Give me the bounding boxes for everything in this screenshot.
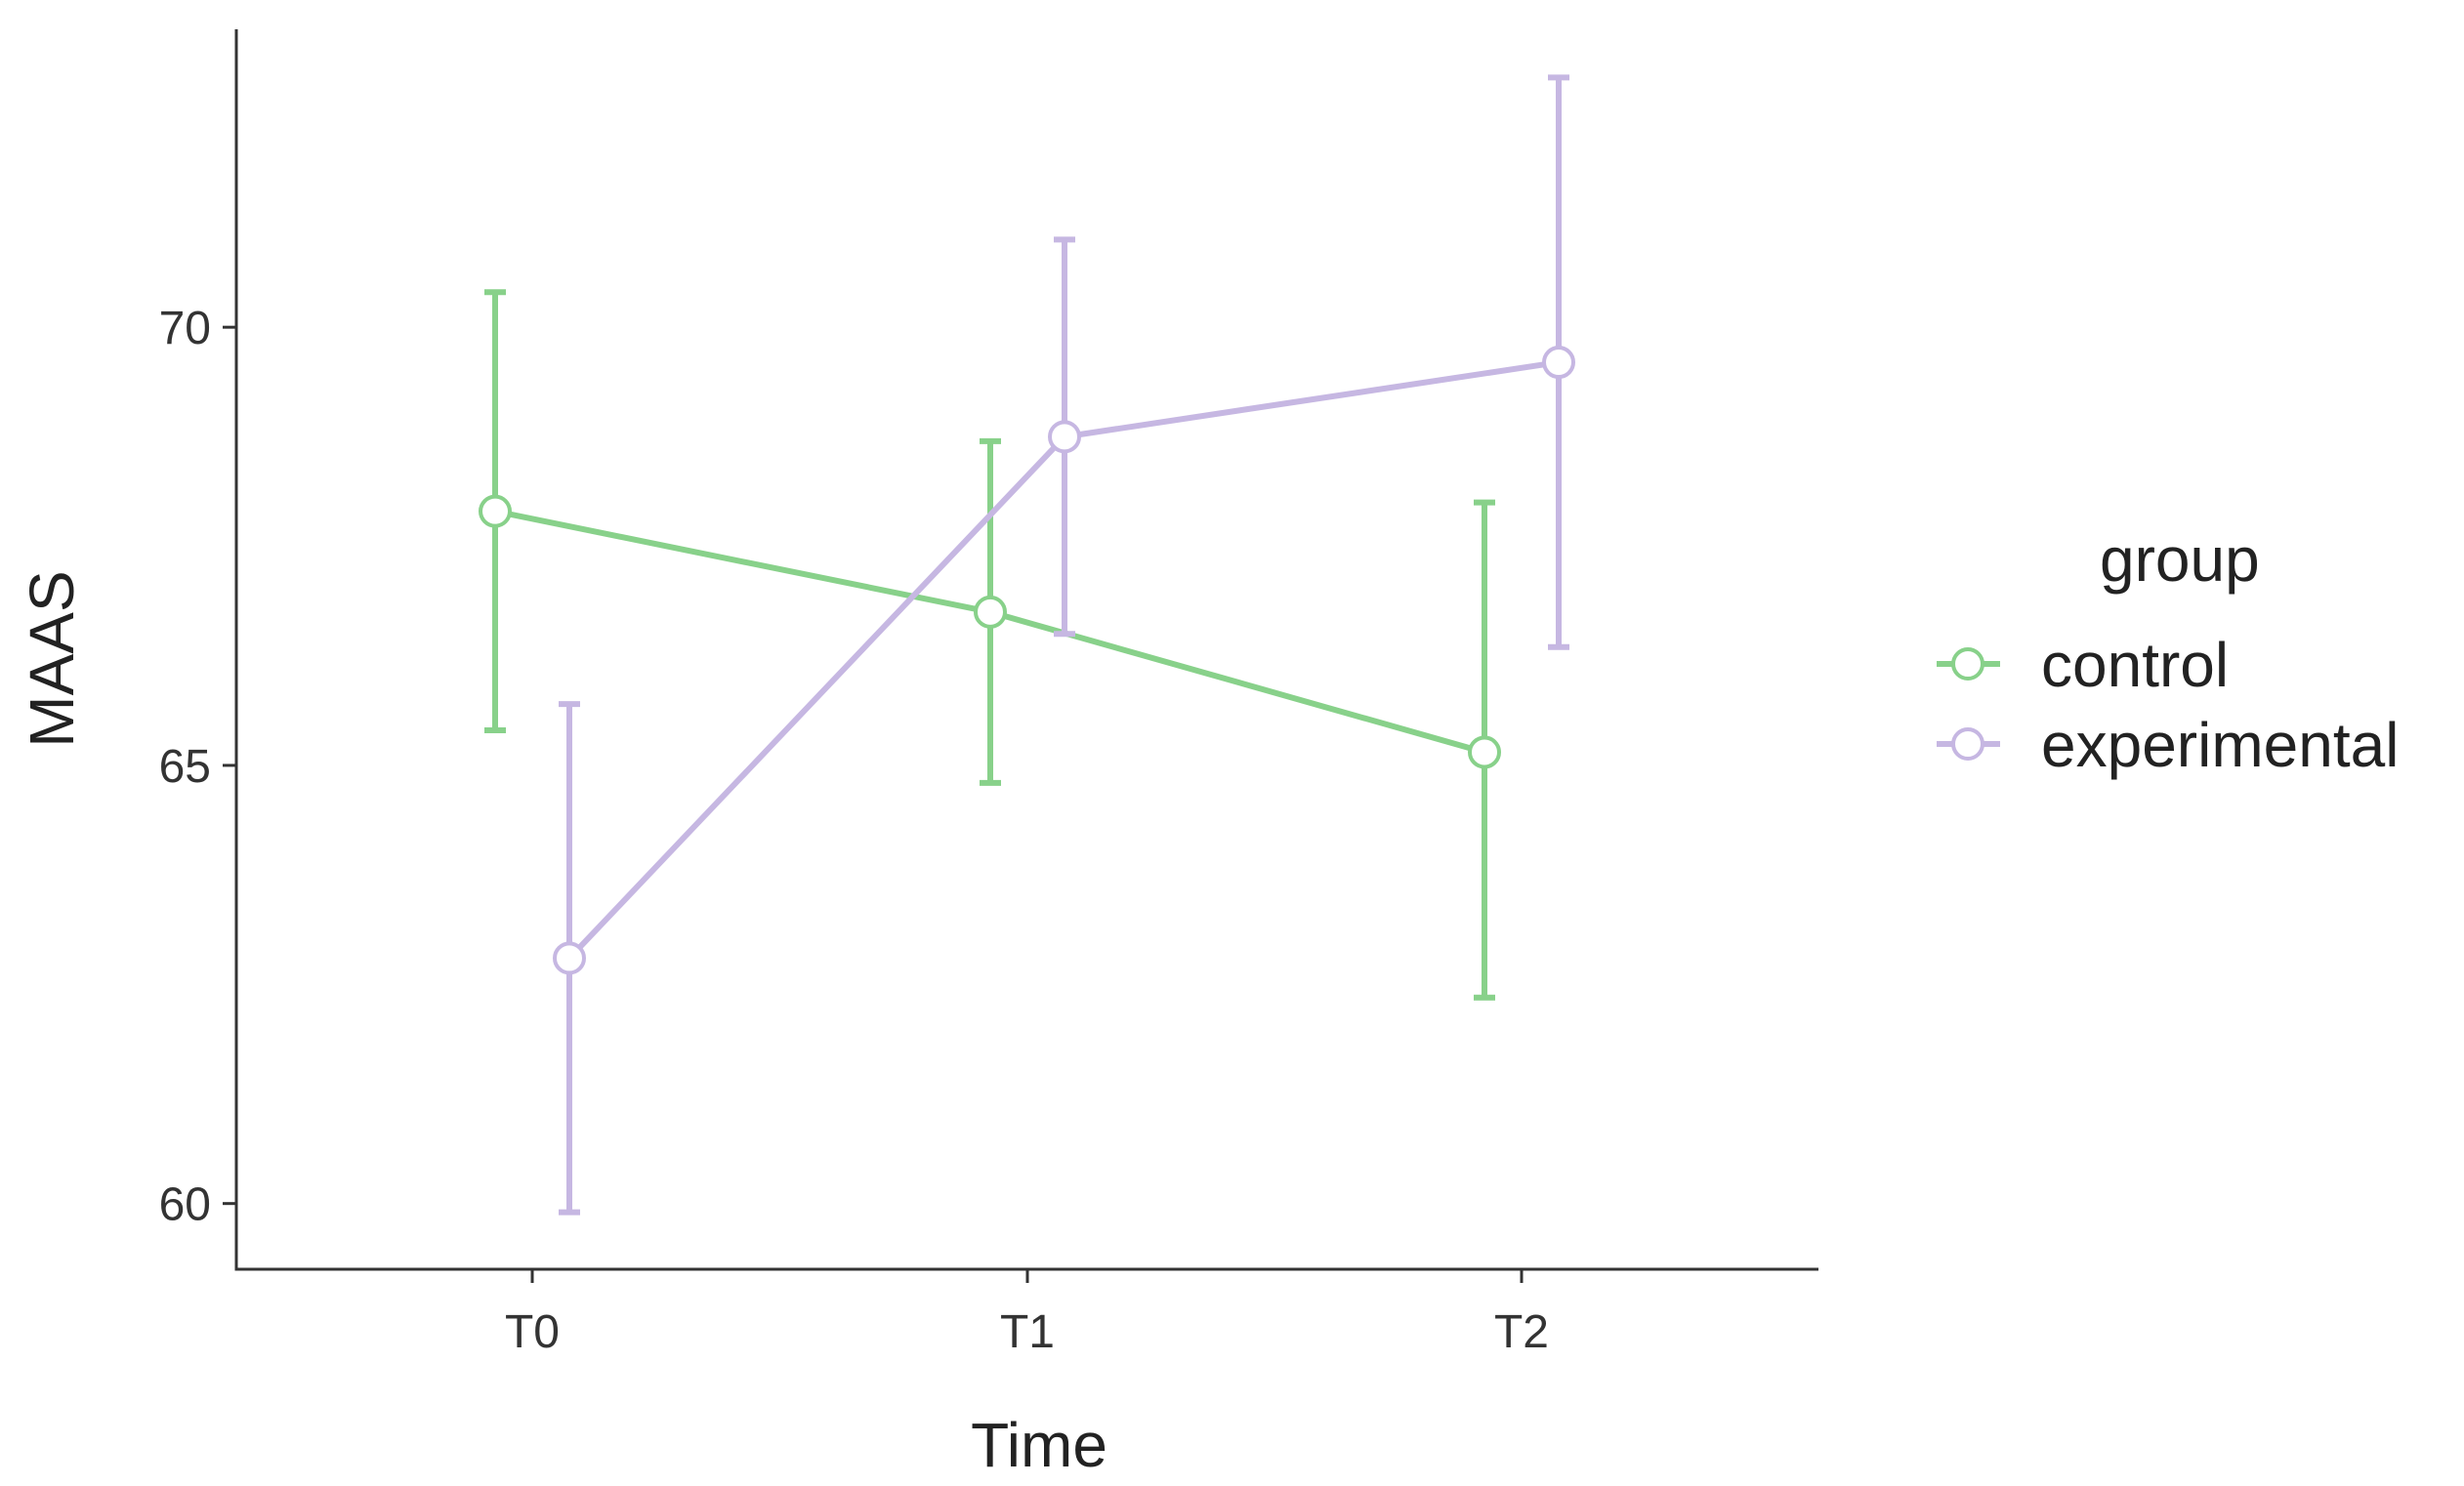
legend-title: group (2100, 524, 2260, 595)
y-tick-label: 65 (159, 741, 211, 793)
x-tick-label: T1 (1000, 1306, 1055, 1358)
legend-key-marker (1951, 647, 1984, 681)
y-tick-label: 60 (159, 1179, 211, 1231)
x-tick-label: T2 (1494, 1306, 1549, 1358)
y-axis-ticks: 60 65 70 (159, 303, 236, 1231)
series-control (479, 289, 1501, 1001)
x-tick-label: T0 (505, 1306, 560, 1358)
legend-label: experimental (2041, 710, 2399, 780)
data-point (1542, 346, 1575, 380)
legend-items: control experimental (1937, 630, 2399, 780)
x-axis-title: Time (971, 1410, 1107, 1480)
plot-area: 60 65 70 T0 T1 T2 (159, 29, 1818, 1358)
data-point (974, 595, 1007, 629)
data-point (479, 494, 512, 528)
series-layer (479, 74, 1575, 1216)
legend: group control experimental (1937, 524, 2399, 780)
data-point (1468, 735, 1501, 769)
legend-item-control: control (1937, 630, 2229, 700)
legend-label: control (2041, 630, 2229, 700)
legend-item-experimental: experimental (1937, 710, 2399, 780)
legend-key-marker (1951, 727, 1984, 761)
x-axis-ticks: T0 T1 T2 (505, 1269, 1549, 1358)
series-experimental (553, 74, 1575, 1216)
data-point (553, 941, 586, 975)
data-point (1048, 420, 1081, 454)
y-tick-label: 70 (159, 303, 211, 354)
y-axis-title: MAAS (17, 570, 87, 747)
